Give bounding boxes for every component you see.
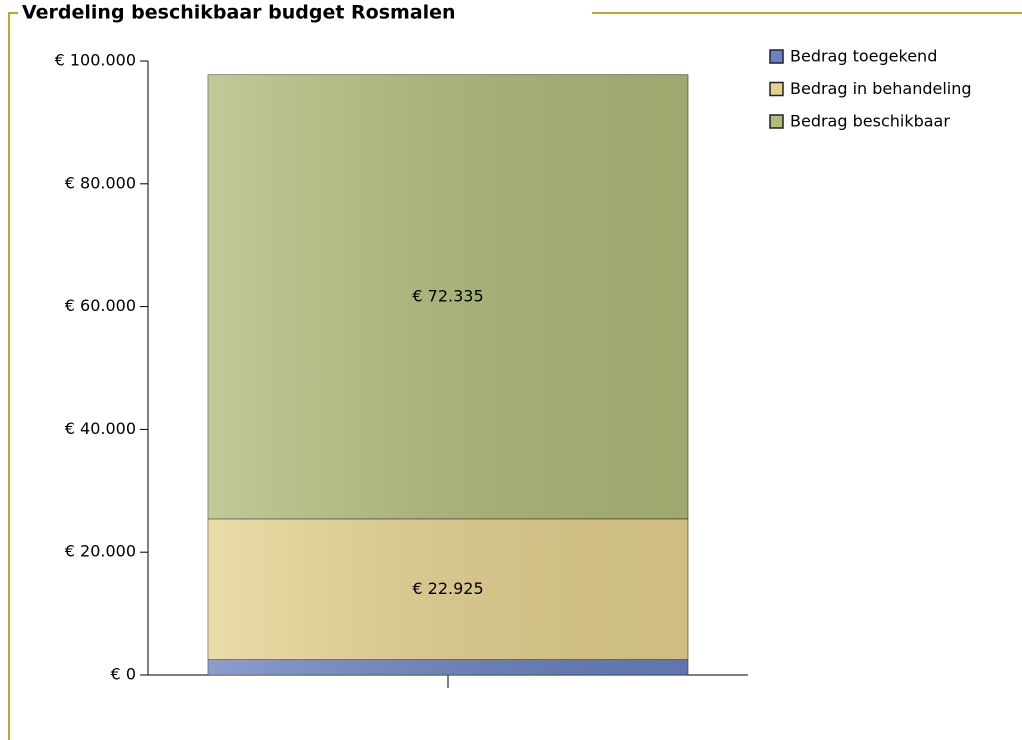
y-tick-label: € 40.000	[65, 419, 136, 438]
y-tick-label: € 0	[111, 665, 136, 684]
legend-label: Bedrag in behandeling	[790, 79, 972, 98]
legend-label: Bedrag beschikbaar	[790, 112, 950, 131]
legend-swatch	[769, 81, 784, 97]
value-label: € 22.925	[412, 579, 483, 598]
bar-shade	[208, 659, 688, 675]
chart-title: Verdeling beschikbaar budget Rosmalen	[22, 2, 456, 24]
legend-label: Bedrag toegekend	[790, 47, 937, 66]
y-tick-label: € 20.000	[65, 542, 136, 561]
bar-shade	[208, 518, 688, 660]
value-label: € 72.335	[412, 286, 483, 305]
legend-swatch	[769, 114, 784, 129]
y-tick-label: € 80.000	[65, 173, 136, 192]
frame	[8, 12, 1022, 740]
y-tick-label: € 60.000	[65, 296, 136, 315]
bar-shade	[208, 74, 688, 519]
frame-left	[8, 12, 18, 740]
legend-swatch	[769, 49, 784, 64]
y-tick-label: € 100.000	[55, 51, 136, 70]
